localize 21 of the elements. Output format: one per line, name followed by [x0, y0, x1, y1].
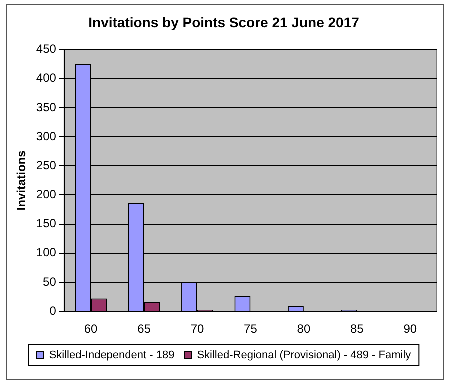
- y-axis-title: Invitations: [14, 150, 29, 211]
- y-tick-label: 400: [36, 71, 57, 86]
- x-tick-label: 75: [244, 322, 258, 336]
- y-tick-label: 150: [36, 216, 57, 231]
- y-tick-label: 350: [36, 100, 57, 114]
- x-tick-label: 65: [138, 322, 152, 336]
- x-tick-label: 60: [84, 322, 98, 336]
- legend-label: Skilled-Regional (Provisional) - 489 - Family: [197, 350, 412, 362]
- y-tick-label: 100: [36, 246, 57, 260]
- y-tick-label: 450: [36, 42, 57, 56]
- x-tick-label: 70: [190, 322, 204, 336]
- y-tick-label: 200: [36, 188, 57, 202]
- chart-title: Invitations by Points Score 21 June 2017: [88, 14, 360, 30]
- x-tick-label: 90: [404, 322, 418, 336]
- y-tick-label: 250: [36, 158, 57, 172]
- legend-label: Skilled-Independent - 189: [49, 350, 175, 362]
- x-tick-label: 85: [350, 322, 364, 336]
- x-tick-label: 80: [297, 322, 311, 336]
- y-tick-label: 0: [50, 304, 57, 318]
- y-tick-label: 300: [36, 129, 57, 144]
- y-tick-label: 50: [43, 274, 57, 289]
